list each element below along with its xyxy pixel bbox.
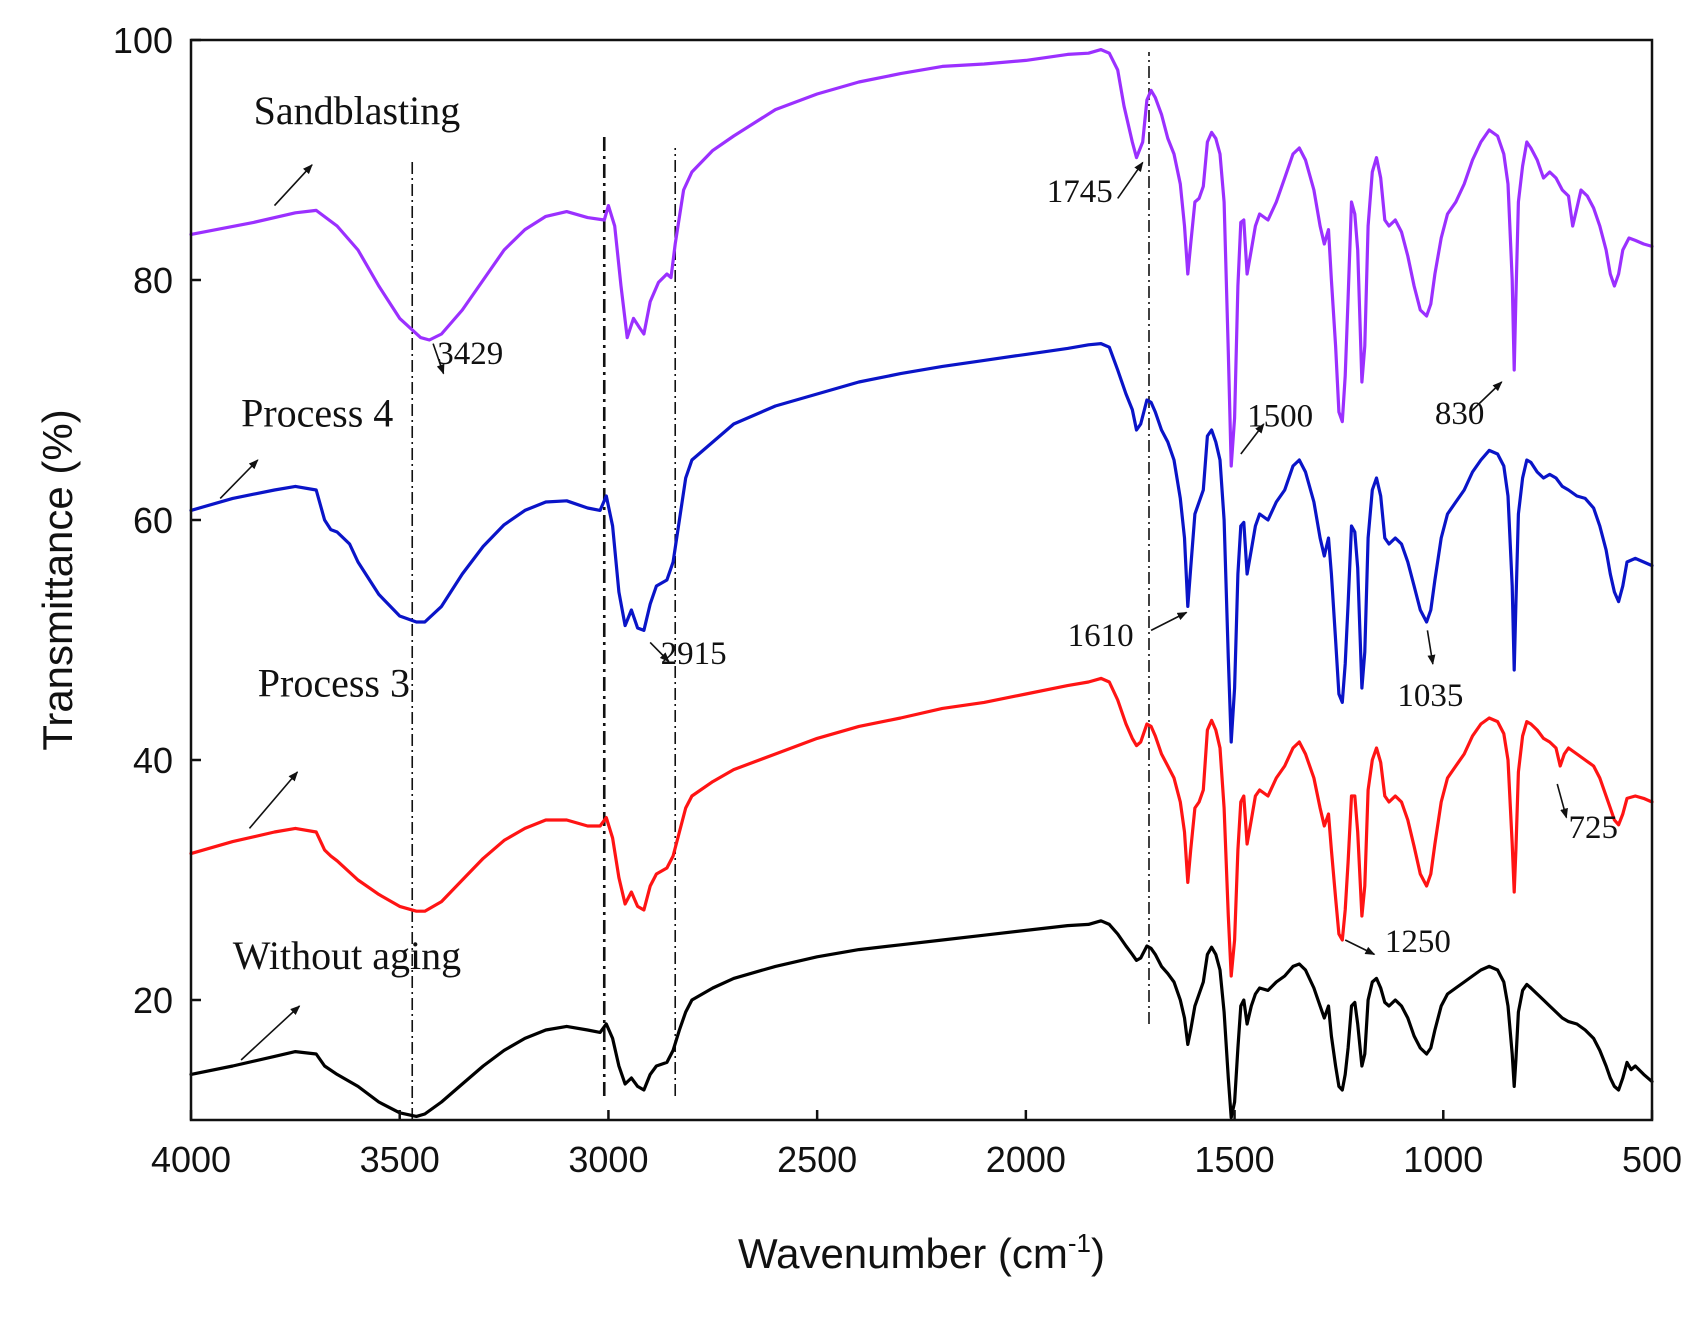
peak-label-1500: 1500 bbox=[1247, 398, 1313, 434]
axis-ticks: 4000 3500 3000 2500 2000 1500 1000 500 20 40 60 80 1… bbox=[113, 20, 1682, 1180]
peak-arrow-725 bbox=[1556, 783, 1568, 819]
x-tick-label-2000: 2000 bbox=[986, 1139, 1066, 1180]
y-tick-label-40: 40 bbox=[133, 740, 173, 781]
peak-arrow-1035 bbox=[1426, 630, 1436, 665]
series-label-arrow-sandblasting bbox=[273, 164, 313, 207]
series-line-process-4 bbox=[189, 342, 1654, 744]
peak-arrow-2915 bbox=[649, 641, 670, 663]
peak-label-1250: 1250 bbox=[1385, 924, 1451, 960]
series-line-sandblasting bbox=[189, 48, 1654, 468]
peak-arrow-3429 bbox=[432, 343, 445, 375]
x-axis-title: Wavenumber (cm-1) bbox=[738, 1228, 1105, 1277]
x-tick-label-3500: 3500 bbox=[360, 1139, 440, 1180]
plot-frame bbox=[189, 38, 1654, 1122]
x-tick-label-1000: 1000 bbox=[1403, 1139, 1483, 1180]
series-label-arrow-process-3 bbox=[248, 771, 299, 829]
series-label-without-aging: Without aging bbox=[233, 933, 461, 978]
x-tick-label-3000: 3000 bbox=[568, 1139, 648, 1180]
series-label-process-4: Process 4 bbox=[241, 390, 393, 435]
series-label-arrow-process-4 bbox=[219, 459, 259, 499]
y-tick-label-80: 80 bbox=[133, 260, 173, 301]
peak-arrow-1500 bbox=[1240, 423, 1265, 455]
series-label-process-3: Process 3 bbox=[258, 660, 410, 705]
series-lines bbox=[189, 48, 1654, 1120]
y-tick-label-100: 100 bbox=[113, 20, 173, 61]
peak-arrow-830 bbox=[1469, 381, 1503, 413]
peak-label-830: 830 bbox=[1435, 396, 1485, 432]
x-tick-label-500: 500 bbox=[1622, 1139, 1682, 1180]
y-tick-label-60: 60 bbox=[133, 500, 173, 541]
series-label-sandblasting: Sandblasting bbox=[254, 88, 461, 133]
series-line-process-3 bbox=[189, 676, 1654, 978]
peak-label-3429: 3429 bbox=[437, 336, 503, 372]
peak-label-725: 725 bbox=[1569, 810, 1619, 846]
peak-label-1035: 1035 bbox=[1397, 678, 1463, 714]
reference-lines bbox=[411, 52, 1150, 1120]
peak-arrow-1745 bbox=[1117, 161, 1144, 199]
peak-label-1610: 1610 bbox=[1068, 618, 1134, 654]
series-label-arrow-without-aging bbox=[240, 1005, 301, 1061]
peak-label-1745: 1745 bbox=[1047, 174, 1113, 210]
series-line-without-aging bbox=[189, 919, 1654, 1120]
x-tick-label-1500: 1500 bbox=[1195, 1139, 1275, 1180]
y-axis-title: Transmittance (%) bbox=[34, 409, 81, 751]
peak-label-2915: 2915 bbox=[661, 636, 727, 672]
x-tick-label-2500: 2500 bbox=[777, 1139, 857, 1180]
annotations: Sandblasting Process 4 Process 3 Without ag… bbox=[219, 88, 1619, 1061]
x-axis-title-superscript: -1 bbox=[1068, 1228, 1091, 1258]
x-tick-label-4000: 4000 bbox=[151, 1139, 231, 1180]
peak-arrow-1610 bbox=[1150, 611, 1188, 632]
y-tick-label-20: 20 bbox=[133, 980, 173, 1021]
peak-arrow-1250 bbox=[1344, 939, 1376, 956]
